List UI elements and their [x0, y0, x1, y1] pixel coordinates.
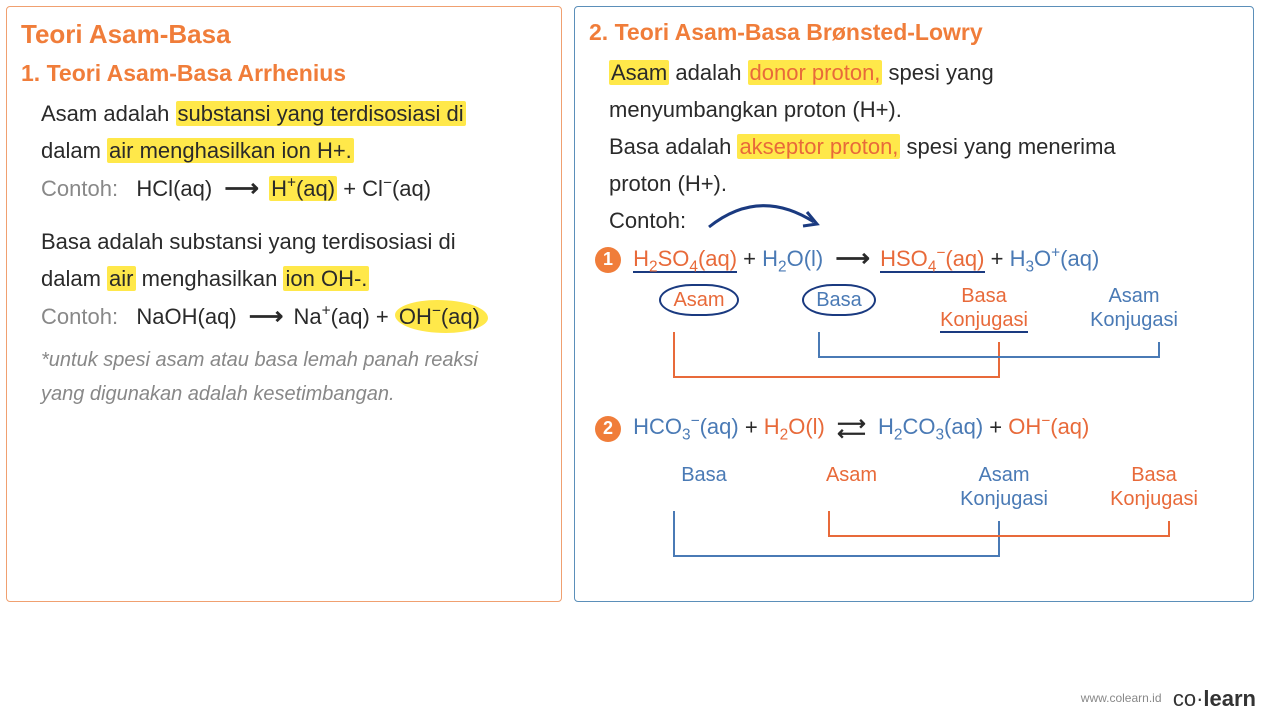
highlight-text: Asam — [609, 60, 669, 85]
bronsted-title: 2. Teori Asam-Basa Brønsted-Lowry — [589, 15, 1239, 50]
arrhenius-note-2: yang digunakan adalah kesetimbangan. — [41, 379, 547, 409]
footer: www.colearn.id co·learn — [1081, 686, 1256, 712]
bronsted-acid-def-2: menyumbangkan proton (H+). — [609, 93, 1239, 126]
example-badge: 2 — [595, 416, 621, 442]
arrhenius-base-def: Basa adalah substansi yang terdisosiasi … — [41, 225, 547, 258]
left-panel: Teori Asam-Basa 1. Teori Asam-Basa Arrhe… — [6, 6, 562, 602]
example-label: Contoh: — [41, 176, 118, 201]
bronsted-acid-def: Asam adalah donor proton, spesi yang — [609, 56, 1239, 89]
arrow-icon: ⟶ — [835, 245, 867, 272]
equilibrium-arrow-icon: ⟶⟵ — [837, 419, 866, 439]
basa-konjugasi-label: BasaKonjugasi — [909, 284, 1059, 332]
highlight-text: air — [107, 266, 135, 291]
arrhenius-title: 1. Teori Asam-Basa Arrhenius — [21, 56, 547, 91]
example-label: Contoh: — [41, 304, 118, 329]
main-title: Teori Asam-Basa — [21, 15, 547, 54]
brand-logo: co·learn — [1173, 686, 1256, 711]
arrhenius-base-def-2: dalam air menghasilkan ion OH-. — [41, 262, 547, 295]
arrhenius-acid-def: Asam adalah substansi yang terdisosiasi … — [41, 97, 547, 130]
arrhenius-note-1: *untuk spesi asam atau basa lemah panah … — [41, 345, 547, 375]
highlight-text: substansi yang terdisosiasi di — [176, 101, 466, 126]
eq-term: HCO3−(aq) — [633, 414, 739, 439]
conjugate-pair-connector-icon — [629, 511, 1229, 571]
eq-term: OH−(aq) — [1008, 414, 1089, 439]
example-2-labels: Basa Asam AsamKonjugasi BasaKonjugasi — [629, 463, 1239, 511]
text: dalam — [41, 138, 107, 163]
arrhenius-acid-def-2: dalam air menghasilkan ion H+. — [41, 134, 547, 167]
text: dalam — [41, 266, 107, 291]
plus: + — [337, 176, 362, 201]
eq-term: HSO4−(aq) — [880, 246, 984, 273]
eq-term: OH−(aq) — [395, 300, 488, 333]
example-label: Contoh: — [609, 204, 1239, 237]
conjugate-pair-connector-icon — [629, 332, 1229, 392]
asam-konjugasi-label: AsamKonjugasi — [924, 463, 1084, 511]
basa-label: Basa — [629, 463, 779, 511]
basa-label: Basa — [769, 284, 909, 332]
asam-konjugasi-label: AsamKonjugasi — [1059, 284, 1209, 332]
arrow-icon: ⟶ — [249, 303, 281, 330]
eq-term: H2CO3(aq) — [878, 414, 983, 439]
eq-term: H2SO4(aq) — [633, 246, 737, 273]
example-1-labels: Asam Basa BasaKonjugasi AsamKonjugasi — [629, 284, 1239, 332]
eq-term: H2O(l) — [762, 246, 823, 271]
arrow-icon: ⟶ — [224, 175, 256, 202]
text: menghasilkan — [136, 266, 284, 291]
footer-url: www.colearn.id — [1081, 691, 1162, 705]
eq-term: H2O(l) — [764, 414, 825, 439]
hand-drawn-arrow-icon — [699, 192, 849, 242]
highlight-text: akseptor proton, — [737, 134, 900, 159]
example-badge: 1 — [595, 247, 621, 273]
eq-term: NaOH(aq) — [136, 304, 236, 329]
highlight-text: donor proton, — [748, 60, 883, 85]
example-2-equation: 2 HCO3−(aq) + H2O(l) ⟶⟵ H2CO3(aq) + OH−(… — [595, 410, 1239, 447]
example-1-equation: 1 H2SO4(aq) + H2O(l) ⟶ HSO4−(aq) + H3O+(… — [595, 241, 1239, 279]
basa-konjugasi-label: BasaKonjugasi — [1084, 463, 1224, 511]
asam-label: Asam — [779, 463, 924, 511]
hcl-equation: Contoh: HCl(aq) ⟶ H+(aq) + Cl−(aq) — [41, 171, 547, 207]
right-panel: 2. Teori Asam-Basa Brønsted-Lowry Asam a… — [574, 6, 1254, 602]
eq-term: H+(aq) — [269, 176, 337, 201]
eq-term: H3O+(aq) — [1010, 246, 1100, 271]
highlight-text: air menghasilkan ion H+. — [107, 138, 354, 163]
bronsted-base-def: Basa adalah akseptor proton, spesi yang … — [609, 130, 1239, 163]
highlight-text: ion OH-. — [283, 266, 369, 291]
eq-term: HCl(aq) — [136, 176, 212, 201]
text: Asam adalah — [41, 101, 176, 126]
naoh-equation: Contoh: NaOH(aq) ⟶ Na+(aq) + OH−(aq) — [41, 299, 547, 335]
asam-label: Asam — [629, 284, 769, 332]
